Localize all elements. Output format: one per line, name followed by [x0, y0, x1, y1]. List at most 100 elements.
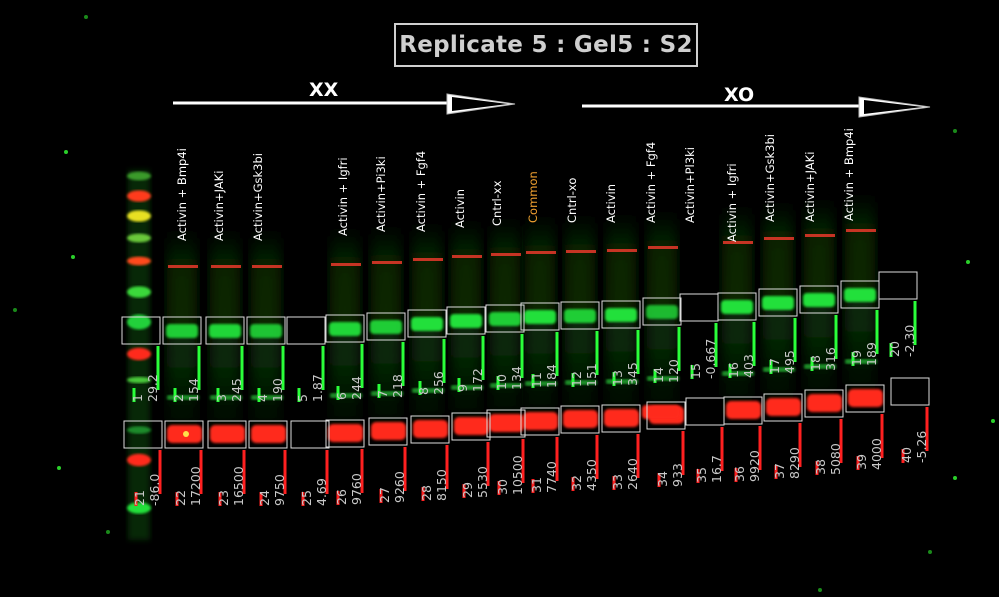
green-band	[329, 322, 361, 336]
quant-id: 10	[494, 374, 509, 390]
quant-id: 22	[173, 490, 188, 506]
green-quant-box	[325, 314, 365, 343]
quant-value: 154	[186, 378, 201, 402]
red-quant-box	[804, 389, 844, 418]
quant-value: 244	[349, 376, 364, 400]
green-band	[166, 324, 198, 338]
lane-label: Activin+Gsk3bi	[251, 153, 265, 241]
ladder-band	[127, 233, 151, 243]
ladder-band	[127, 256, 151, 266]
quant-id: 2	[171, 394, 186, 402]
quant-value: 134	[509, 366, 524, 390]
quant-value: 5080	[828, 443, 843, 475]
quant-value: 29.2	[145, 374, 160, 402]
quant-id: 37	[772, 463, 787, 479]
lane-smear	[251, 227, 281, 457]
quant-value: 218	[390, 374, 405, 398]
red-band	[454, 417, 489, 435]
green-band	[370, 320, 402, 334]
quant-value: 403	[741, 354, 756, 378]
speck	[928, 550, 932, 554]
quant-value: 184	[544, 364, 559, 388]
marker-band	[372, 261, 402, 264]
marker-band	[723, 241, 753, 244]
speck	[106, 530, 110, 534]
green-band	[803, 293, 835, 307]
quant-value: 10500	[510, 455, 525, 495]
ladder-band	[127, 210, 151, 222]
quant-value: -5.26	[914, 430, 929, 463]
red-band	[413, 420, 448, 438]
quant-value: 120	[666, 359, 681, 383]
red-band	[848, 389, 883, 407]
green-band	[646, 305, 678, 319]
quant-id: 1	[130, 394, 145, 402]
green-quant-box	[717, 292, 757, 321]
speck	[818, 588, 822, 592]
lane-label: Activin+Gsk3bi	[763, 134, 777, 222]
quant-value: 189	[864, 342, 879, 366]
quant-id: 26	[334, 489, 349, 505]
quant-value: 17200	[188, 466, 203, 506]
green-band	[564, 309, 596, 323]
marker-band	[846, 229, 876, 232]
red-quant-box	[451, 412, 491, 441]
green-band	[524, 310, 556, 324]
marker-band	[526, 251, 556, 254]
quant-value: 4.69	[314, 478, 329, 506]
group-label-xo: XO	[724, 84, 755, 106]
ladder-band	[127, 502, 151, 514]
quant-id: 16	[726, 362, 741, 378]
quant-id: 34	[655, 471, 670, 487]
lane-label: Activin	[604, 184, 618, 223]
green-quant-box	[162, 316, 202, 345]
lane-label: Activin + Fgf4	[644, 141, 658, 223]
red-band	[604, 409, 639, 427]
quant-value: 9920	[747, 450, 762, 482]
lane-label: Activin + Bmp4i	[175, 148, 189, 241]
quant-id: 5	[295, 394, 310, 402]
quant-id: 31	[529, 477, 544, 493]
speck	[84, 15, 88, 19]
quant-value: 4000	[869, 438, 884, 470]
green-band	[250, 324, 282, 338]
quant-value: 16.7	[709, 455, 724, 483]
lane-label: Activin+Pi3ki	[374, 156, 388, 232]
quant-id: 28	[419, 485, 434, 501]
lane-label: Common	[526, 171, 540, 223]
lane-label: Activin + Igfri	[336, 157, 350, 236]
quant-value: 190	[270, 378, 285, 402]
ladder-band	[127, 190, 151, 202]
quant-value: 256	[431, 371, 446, 395]
lane-smear	[565, 212, 595, 442]
quant-id: 38	[813, 459, 828, 475]
quant-id: 18	[808, 355, 823, 371]
quant-id: 36	[732, 466, 747, 482]
quant-value: 4350	[584, 459, 599, 491]
speck	[953, 129, 957, 133]
quant-id: 29	[460, 482, 475, 498]
green-quant-box	[642, 297, 682, 326]
red-band	[489, 414, 524, 432]
quant-value: 9260	[392, 471, 407, 503]
speck	[64, 150, 68, 154]
quant-id: 12	[569, 371, 584, 387]
red-quant-box	[520, 407, 560, 436]
green-band	[411, 317, 443, 331]
marker-band	[566, 250, 596, 253]
red-band	[523, 412, 558, 430]
ladder-band	[127, 426, 151, 434]
quant-id: 40	[899, 447, 914, 463]
green-band	[489, 312, 521, 326]
quant-value: 8150	[434, 469, 449, 501]
quant-value: 16500	[231, 466, 246, 506]
lane-label: Cntrl-xo	[565, 177, 579, 223]
red-band	[563, 410, 598, 428]
quant-id: 33	[610, 474, 625, 490]
green-quant-box	[246, 316, 286, 345]
marker-band	[764, 237, 794, 240]
quant-id: 35	[694, 467, 709, 483]
quant-value: 933	[670, 463, 685, 487]
lane-label: Activin	[453, 189, 467, 228]
